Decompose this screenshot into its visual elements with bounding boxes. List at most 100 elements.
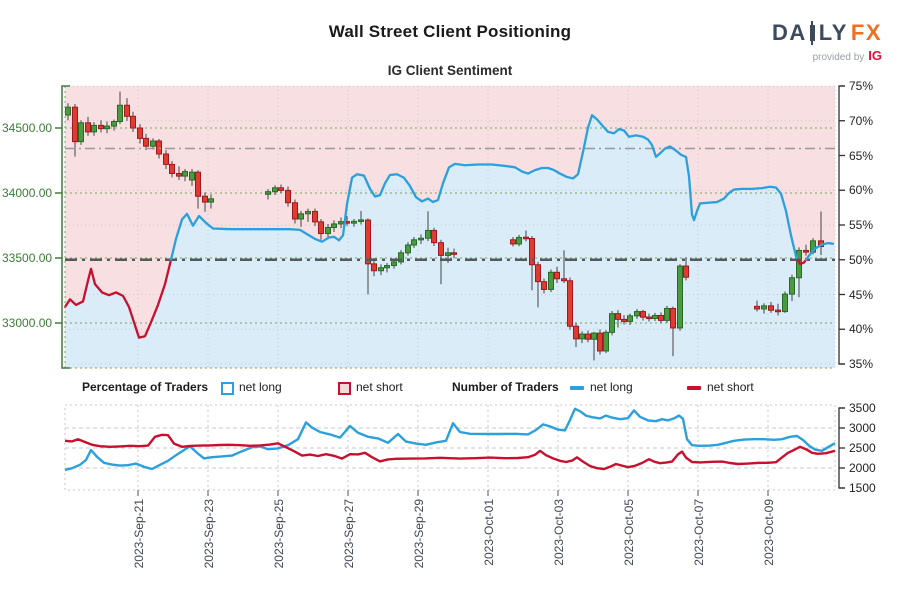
candle-up <box>91 124 97 133</box>
candle-up <box>117 104 123 122</box>
legend-netshort-line-icon <box>687 386 701 390</box>
dailyfx-logo: DA LY FX provided by IG <box>772 20 882 63</box>
candle-down <box>554 271 560 280</box>
chart-subtitle: IG Client Sentiment <box>387 63 513 78</box>
candle-up <box>634 311 640 317</box>
date-tick-text: 2023-Oct-01 <box>482 499 496 566</box>
legend-percentage-header: Percentage of Traders <box>82 380 209 394</box>
count-tick-label: 2000 <box>849 461 876 475</box>
pct-tick-label: 75% <box>849 79 874 93</box>
candle-up <box>378 267 384 272</box>
date-tick-text: 2023-Oct-05 <box>622 499 636 566</box>
candle-down <box>85 122 91 133</box>
count-tick-label: 1500 <box>849 481 876 495</box>
candle-down <box>312 210 318 223</box>
candle-up <box>782 293 788 313</box>
candle-down <box>615 313 621 320</box>
candle-up <box>358 219 364 222</box>
pct-tick-label: 65% <box>849 148 874 163</box>
date-tick-label: 2023-Oct-03 <box>551 499 566 587</box>
ig-logo: IG <box>868 48 882 63</box>
net-long-pct-line <box>169 114 799 261</box>
count-tick-label: 3000 <box>849 421 876 435</box>
pct-tick-label: 70% <box>849 113 874 128</box>
traders-net-long-line <box>64 407 836 472</box>
pct-tick-label: 40% <box>849 322 874 337</box>
pct-tick-label: 35% <box>849 357 874 371</box>
net-short-pct-line <box>63 258 173 339</box>
logo-text-da: DA <box>772 20 807 45</box>
candle-up <box>627 315 633 322</box>
date-tick-text: 2023-Sep-23 <box>202 499 216 569</box>
candle-up <box>761 305 767 310</box>
chart-legend: Percentage of Traders net long net short… <box>0 380 900 398</box>
legend-number-header: Number of Traders <box>452 380 559 394</box>
net-short-pct-line <box>796 258 808 266</box>
candle-up <box>189 171 195 181</box>
price-tick-label: 33500.00 <box>2 251 53 265</box>
candle-down <box>195 171 201 197</box>
candle-down <box>754 305 760 310</box>
date-tick-text: 2023-Sep-27 <box>342 499 356 569</box>
candle-up <box>398 252 404 263</box>
candle-up <box>111 121 117 127</box>
candle-up <box>331 223 337 228</box>
candle-down <box>438 242 444 256</box>
candle-down <box>585 333 591 340</box>
candle-up <box>338 221 344 225</box>
count-tick-label: 2500 <box>849 441 876 455</box>
date-tick-label: 2023-Sep-27 <box>341 499 356 587</box>
candle-down <box>640 311 646 318</box>
candle-down <box>683 265 689 278</box>
legend-netlong-line-icon <box>570 386 584 390</box>
traders-border <box>64 404 836 491</box>
date-tick-label: 2023-Oct-01 <box>481 499 496 587</box>
candle-down <box>202 195 208 203</box>
candle-down <box>285 189 291 204</box>
legend-netshort-label: net short <box>356 380 403 394</box>
candle-down <box>510 239 516 245</box>
candle-down <box>523 236 529 240</box>
date-tick-label: 2023-Sep-29 <box>411 499 426 587</box>
logo-provided-by: provided by IG <box>812 48 882 63</box>
candle-down <box>597 332 603 352</box>
candle-up <box>265 191 271 195</box>
date-tick-text: 2023-Oct-09 <box>762 499 776 566</box>
pct-tick-label: 45% <box>849 287 874 302</box>
candle-down <box>137 127 143 139</box>
price-tick-label: 34000.00 <box>2 186 53 200</box>
candle-down <box>573 325 579 340</box>
candle-up <box>418 237 424 241</box>
candle-down <box>130 115 136 129</box>
legend-netshort-square-icon <box>338 382 351 395</box>
legend-netshort-line-label: net short <box>707 380 754 394</box>
date-tick-text: 2023-Oct-03 <box>552 499 566 566</box>
candle-down <box>775 309 781 313</box>
candle-down <box>529 238 535 266</box>
date-tick-text: 2023-Oct-07 <box>692 499 706 566</box>
candle-up <box>425 229 431 239</box>
candle-down <box>768 305 774 311</box>
legend-netlong-line-label: net long <box>590 380 633 394</box>
candle-down <box>156 140 162 155</box>
candle-up <box>272 187 278 193</box>
candle-up <box>182 171 188 177</box>
candle-up <box>150 140 156 147</box>
net-long-majority-area <box>65 115 835 368</box>
candle-up <box>548 271 554 290</box>
date-tick-label: 2023-Sep-23 <box>201 499 216 587</box>
logo-candlestick-i-icon <box>809 21 815 45</box>
candle-down <box>541 281 547 290</box>
candle-bodies <box>65 104 824 352</box>
candle-up <box>664 307 670 321</box>
date-tick-label: 2023-Oct-05 <box>621 499 636 587</box>
candle-down <box>318 221 324 235</box>
candle-down <box>371 263 377 272</box>
candle-down <box>431 229 437 244</box>
logo-text-fx: FX <box>850 20 882 45</box>
price-axis <box>61 85 70 369</box>
count-tick-label: 3500 <box>849 401 876 415</box>
candle-up <box>405 244 411 254</box>
candle-up <box>391 261 397 267</box>
